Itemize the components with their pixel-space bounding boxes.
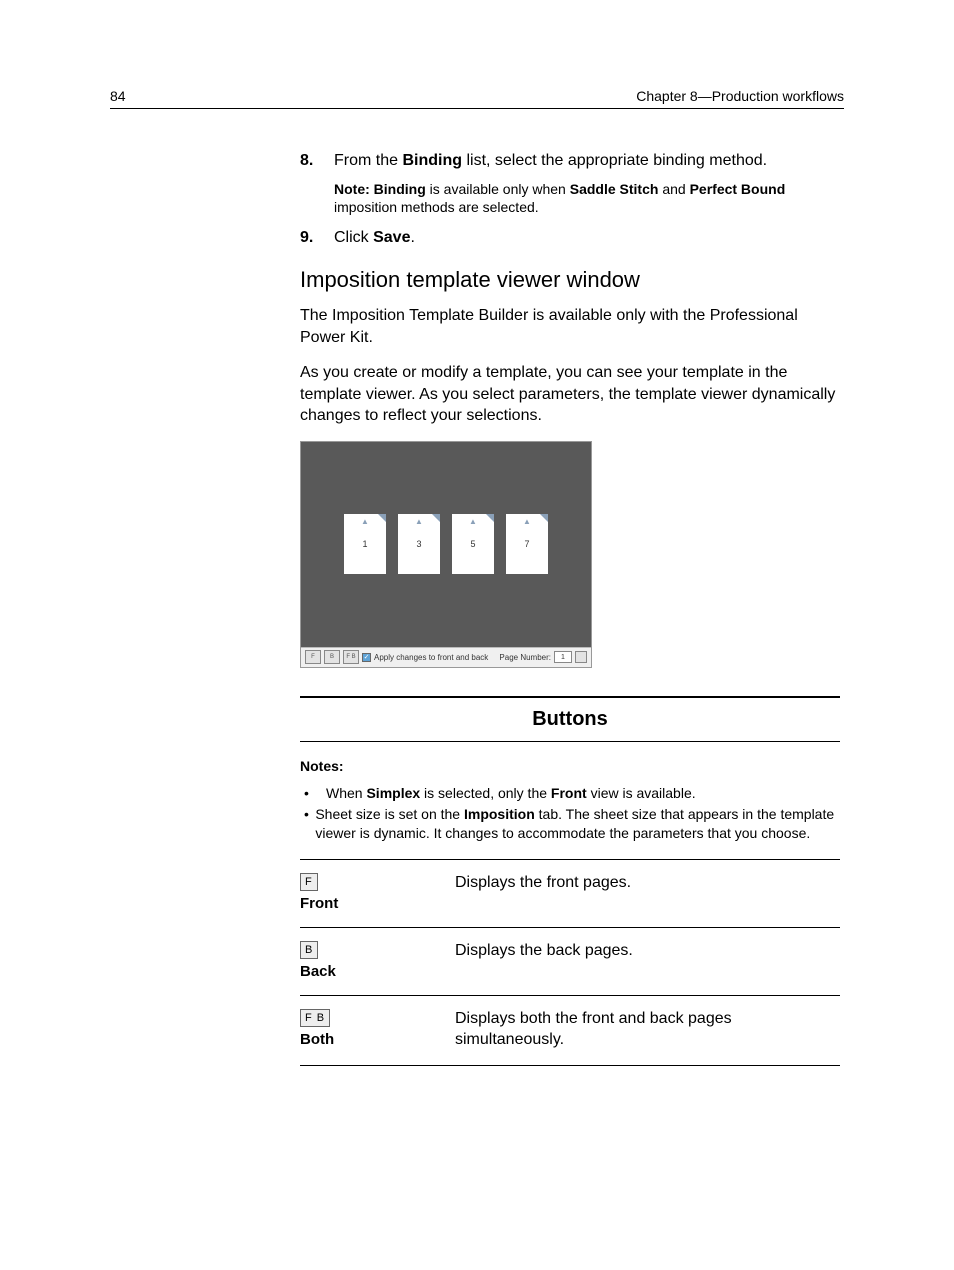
page-spinner[interactable]: [575, 651, 587, 663]
bullet-icon: •: [300, 805, 315, 843]
chapter-title: Chapter 8—Production workflows: [636, 88, 844, 104]
button-label: Front: [300, 895, 338, 912]
button-cell-left: F Front: [300, 872, 455, 913]
button-cell-left: B Back: [300, 940, 455, 981]
up-arrow-icon: ▲: [523, 517, 531, 526]
step-body: Click Save.: [334, 227, 840, 249]
note-text: and: [658, 181, 689, 197]
sheet-number: 3: [416, 539, 421, 549]
notes-label: Notes:: [300, 758, 840, 774]
step-body: From the Binding list, select the approp…: [334, 150, 840, 172]
note-bullet: • Sheet size is set on the Imposition ta…: [300, 805, 840, 843]
front-view-button[interactable]: F: [305, 650, 321, 664]
bullet-icon: •: [300, 784, 326, 803]
up-arrow-icon: ▲: [361, 517, 369, 526]
step-9: 9. Click Save.: [300, 227, 840, 249]
buttons-heading: Buttons: [300, 696, 840, 742]
back-view-button[interactable]: B: [324, 650, 340, 664]
step-8-note: Note: Binding is available only when Sad…: [334, 180, 840, 218]
sheet: ▲ 7: [506, 514, 548, 574]
corner-icon: [378, 514, 386, 522]
step-number: 8.: [300, 150, 334, 172]
sheet-number: 1: [362, 539, 367, 549]
note-text: is available only when: [426, 181, 570, 197]
button-label: Back: [300, 963, 336, 980]
button-row-front: F Front Displays the front pages.: [300, 859, 840, 927]
step-bold: Binding: [402, 152, 462, 169]
step-text: list, select the appropriate binding met…: [462, 152, 767, 169]
button-description: Displays the front pages.: [455, 872, 631, 913]
sheet-number: 5: [470, 539, 475, 549]
button-row-back: B Back Displays the back pages.: [300, 927, 840, 995]
content-area: 8. From the Binding list, select the app…: [300, 150, 840, 1066]
sheet: ▲ 5: [452, 514, 494, 574]
paragraph: The Imposition Template Builder is avail…: [300, 305, 840, 348]
viewer-toolbar: F B F B ✓ Apply changes to front and bac…: [301, 647, 591, 667]
both-view-button[interactable]: F B: [343, 650, 359, 664]
corner-icon: [432, 514, 440, 522]
step-text: Click: [334, 229, 373, 246]
front-icon: F: [300, 873, 318, 891]
step-text: .: [410, 229, 414, 246]
corner-icon: [486, 514, 494, 522]
apply-changes-label: Apply changes to front and back: [374, 653, 488, 662]
up-arrow-icon: ▲: [469, 517, 477, 526]
page-number-label: Page Number:: [499, 653, 551, 662]
note-bold: Saddle Stitch: [570, 181, 659, 197]
step-8: 8. From the Binding list, select the app…: [300, 150, 840, 172]
buttons-table: F Front Displays the front pages. B Back…: [300, 859, 840, 1066]
template-viewer: ▲ 1 ▲ 3 ▲ 5 ▲ 7: [300, 441, 592, 668]
note-text: Sheet size is set on the Imposition tab.…: [315, 805, 840, 843]
page-number-input[interactable]: 1: [554, 651, 572, 663]
note-bold: Perfect Bound: [690, 181, 786, 197]
button-description: Displays the back pages.: [455, 940, 633, 981]
page: 84 Chapter 8—Production workflows 8. Fro…: [0, 0, 954, 1270]
up-arrow-icon: ▲: [415, 517, 423, 526]
button-description: Displays both the front and back pages s…: [455, 1008, 840, 1051]
button-row-both: F B Both Displays both the front and bac…: [300, 995, 840, 1066]
section-heading: Imposition template viewer window: [300, 267, 840, 293]
note-text: When Simplex is selected, only the Front…: [326, 784, 696, 803]
sheet-number: 7: [524, 539, 529, 549]
sheet: ▲ 1: [344, 514, 386, 574]
both-icon: F B: [300, 1009, 330, 1027]
notes-list: • When Simplex is selected, only the Fro…: [300, 784, 840, 843]
page-header: 84 Chapter 8—Production workflows: [110, 88, 844, 109]
button-label: Both: [300, 1031, 334, 1048]
back-icon: B: [300, 941, 318, 959]
viewer-canvas: ▲ 1 ▲ 3 ▲ 5 ▲ 7: [301, 442, 591, 647]
note-bold: Note: Binding: [334, 181, 426, 197]
step-number: 9.: [300, 227, 334, 249]
apply-changes-checkbox[interactable]: ✓: [362, 653, 371, 662]
sheet: ▲ 3: [398, 514, 440, 574]
paragraph: As you create or modify a template, you …: [300, 362, 840, 427]
step-bold: Save: [373, 229, 410, 246]
button-cell-left: F B Both: [300, 1008, 455, 1051]
note-text: imposition methods are selected.: [334, 199, 539, 215]
page-number: 84: [110, 88, 126, 104]
corner-icon: [540, 514, 548, 522]
step-text: From the: [334, 152, 402, 169]
note-bullet: • When Simplex is selected, only the Fro…: [300, 784, 840, 803]
